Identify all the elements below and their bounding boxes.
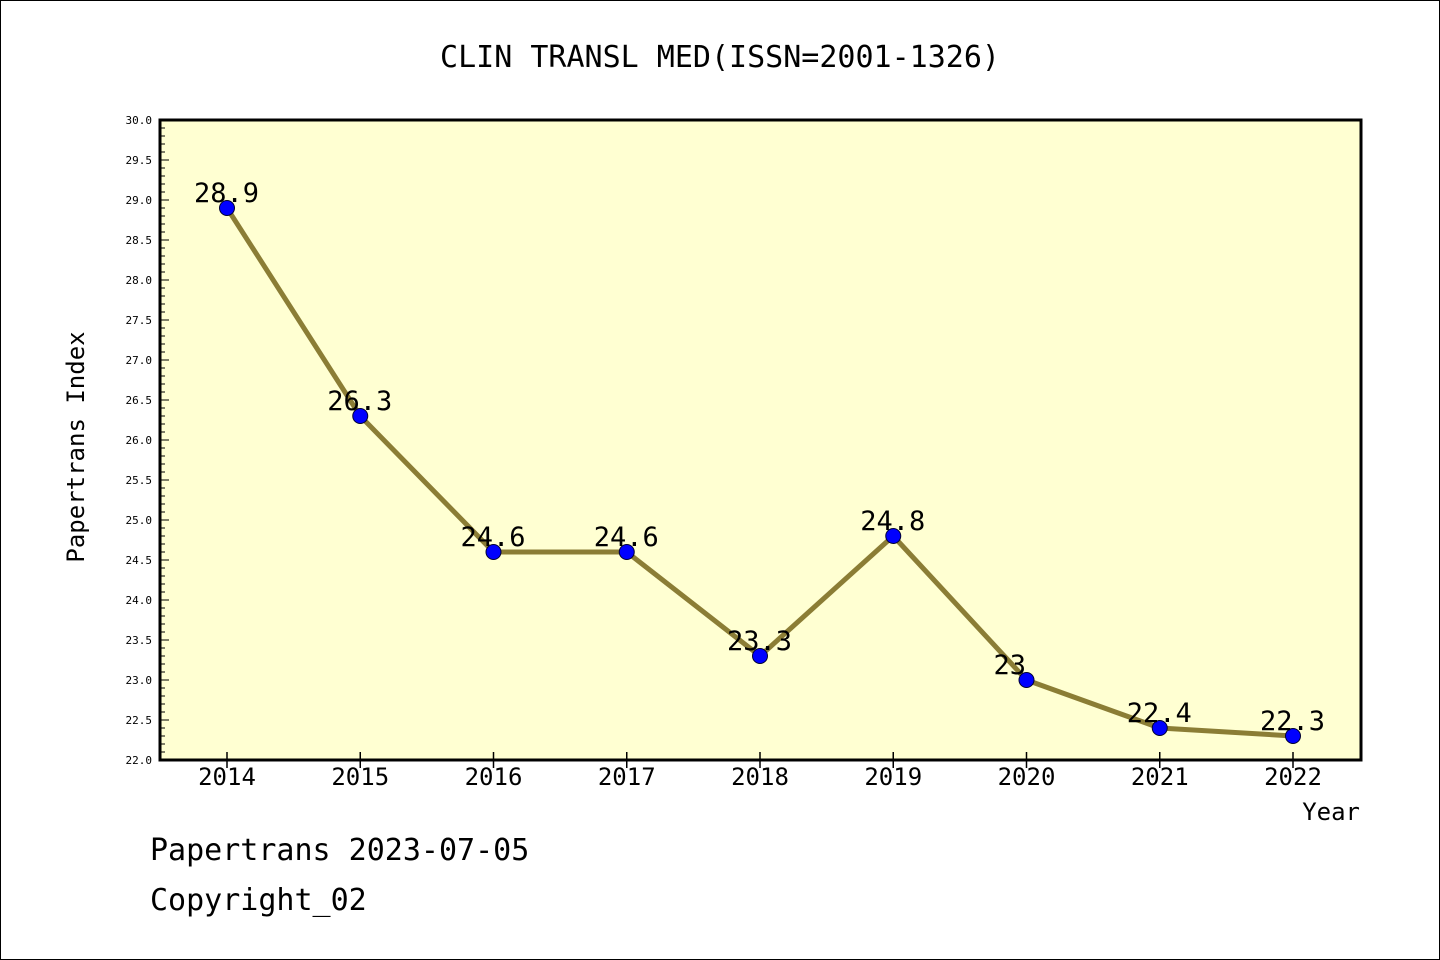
data-point [485, 544, 502, 560]
series-group: 28.9 26.3 24.6 24.6 23.3 24.8 23 22.4 22.3 [194, 178, 1325, 744]
y-tick-label: 22.5 [126, 714, 153, 727]
data-label: 23.3 [727, 626, 792, 657]
plot-area [158, 118, 1363, 762]
x-tick-label: 2018 [731, 763, 789, 791]
y-tick-label: 23.5 [126, 634, 153, 647]
data-point [219, 200, 235, 216]
y-tick-label: 22.0 [126, 754, 153, 767]
y-tick-label: 26.5 [126, 394, 153, 407]
x-axis-label: Year [1302, 798, 1360, 826]
footer-date: Papertrans 2023-07-05 [150, 833, 530, 868]
data-label: 23 [994, 650, 1027, 681]
data-label: 24.6 [594, 522, 659, 553]
x-tick-label: 2020 [998, 763, 1056, 791]
data-label: 28.9 [194, 178, 259, 209]
x-tick-label: 2022 [1264, 763, 1322, 791]
y-axis-label: Papertrans Index [62, 331, 90, 562]
x-tick-label: 2019 [864, 763, 922, 791]
data-point [1151, 720, 1168, 736]
x-tick-label: 2015 [331, 763, 389, 791]
data-label: 24.6 [461, 522, 526, 553]
x-tick-label: 2017 [598, 763, 656, 791]
x-tick-label: 2021 [1131, 763, 1189, 791]
y-tick-label: 25.5 [126, 474, 153, 487]
data-point [752, 648, 768, 664]
data-point [885, 528, 902, 544]
footer-copyright: Copyright_02 [150, 883, 367, 918]
y-tick-label: 27.5 [126, 314, 153, 327]
y-axis: 22.0 22.5 23.0 23.5 24.0 24.5 25.0 25.5 26.0 26.5… [126, 114, 169, 767]
y-tick-label: 26.0 [126, 434, 153, 447]
x-tick-label: 2014 [198, 763, 256, 791]
data-point [1285, 728, 1301, 744]
data-label: 22.3 [1260, 706, 1325, 737]
y-tick-label: 28.0 [126, 274, 153, 287]
y-tick-label: 25.0 [126, 514, 153, 527]
y-tick-label: 29.0 [126, 194, 153, 207]
x-axis: 2014 2015 2016 2017 2018 2019 2020 2021 2022 [198, 752, 1322, 791]
data-point [1018, 672, 1035, 688]
data-label: 22.4 [1127, 698, 1192, 729]
y-tick-label: 28.5 [126, 234, 153, 247]
y-tick-label: 23.0 [126, 674, 153, 687]
y-tick-label: 27.0 [126, 354, 153, 367]
y-tick-label: 29.5 [126, 154, 153, 167]
data-label: 24.8 [860, 506, 925, 537]
x-tick-label: 2016 [465, 763, 523, 791]
y-tick-label: 24.5 [126, 554, 153, 567]
data-point [618, 544, 635, 560]
y-tick-label: 24.0 [126, 594, 153, 607]
data-point [352, 408, 369, 424]
y-tick-label: 30.0 [126, 114, 153, 127]
chart-title: CLIN TRANSL MED(ISSN=2001-1326) [440, 40, 1000, 75]
data-label: 26.3 [327, 386, 392, 417]
